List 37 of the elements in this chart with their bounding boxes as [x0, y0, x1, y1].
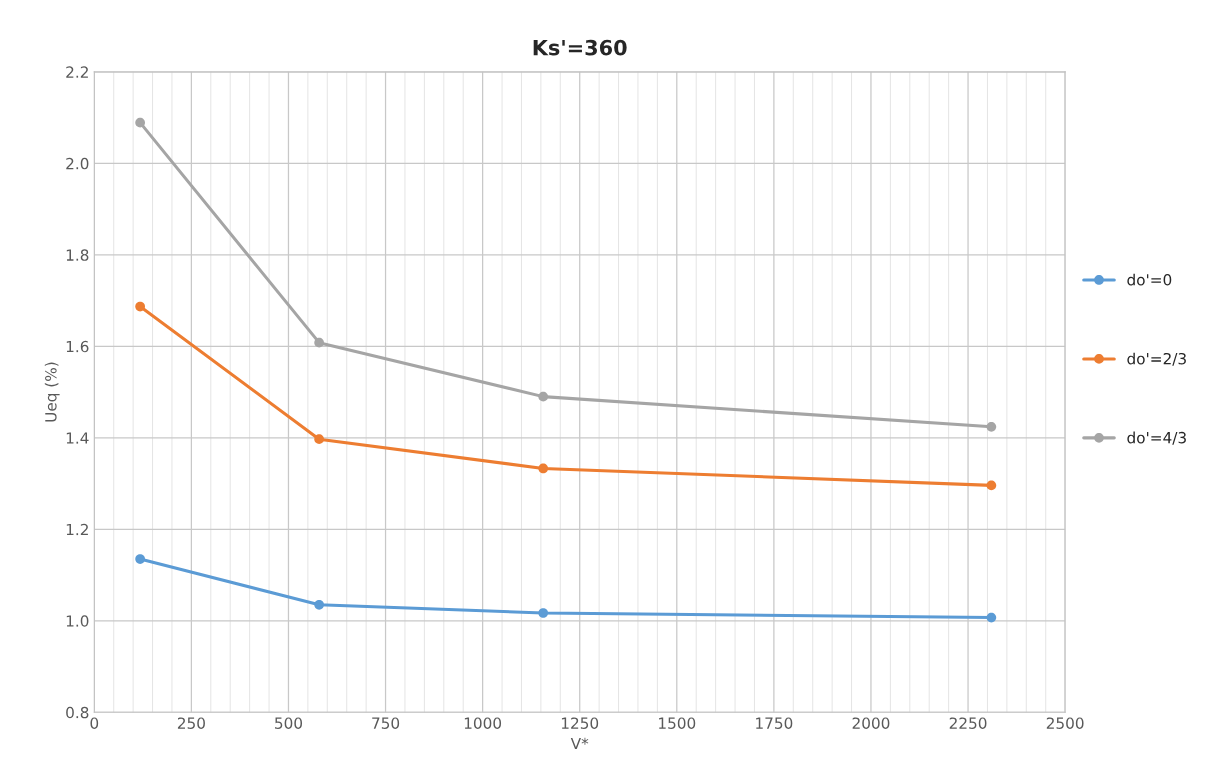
point [986, 612, 997, 623]
y-tick-label: 1.0 [66, 615, 89, 627]
y-tick-label: 1.2 [66, 523, 88, 536]
y-axis-title: Ueq (%) [44, 362, 60, 422]
x-axis-title: V* [570, 737, 589, 750]
x-tick-label: 1500 [659, 717, 696, 729]
point [538, 391, 549, 402]
point [135, 117, 145, 128]
x-tick-label: 1000 [464, 717, 502, 729]
legend-label: do'=0 [1127, 273, 1172, 286]
legend-label: do'=4/3 [1127, 431, 1186, 445]
x-tick-label: 750 [372, 717, 400, 729]
point [135, 301, 145, 312]
x-tick-label: 2000 [852, 717, 890, 729]
y-tick-label: 1.8 [66, 249, 89, 261]
x-tick-label: 2250 [949, 717, 987, 729]
legend-label: do'=2/3 [1127, 352, 1186, 366]
point [314, 337, 325, 348]
point [986, 421, 997, 432]
y-tick-label: 2.0 [66, 157, 89, 170]
y-tick-label: 0.8 [66, 706, 89, 719]
x-tick-label: 2500 [1046, 717, 1084, 729]
point [538, 608, 549, 618]
x-tick-label: 1750 [756, 717, 793, 729]
y-tick-label: 1.4 [66, 432, 89, 444]
point [314, 434, 325, 445]
point [135, 554, 145, 564]
point [538, 463, 549, 474]
chart-title: Ks'=360 [533, 39, 627, 56]
point [986, 480, 997, 491]
x-tick-label: 1250 [561, 717, 599, 729]
x-tick-label: 500 [275, 717, 303, 729]
y-tick-label: 2.2 [66, 66, 88, 78]
y-tick-label: 1.6 [66, 340, 89, 353]
x-tick-label: 250 [177, 717, 205, 729]
point [314, 599, 325, 610]
x-tick-label: 0 [90, 717, 99, 729]
